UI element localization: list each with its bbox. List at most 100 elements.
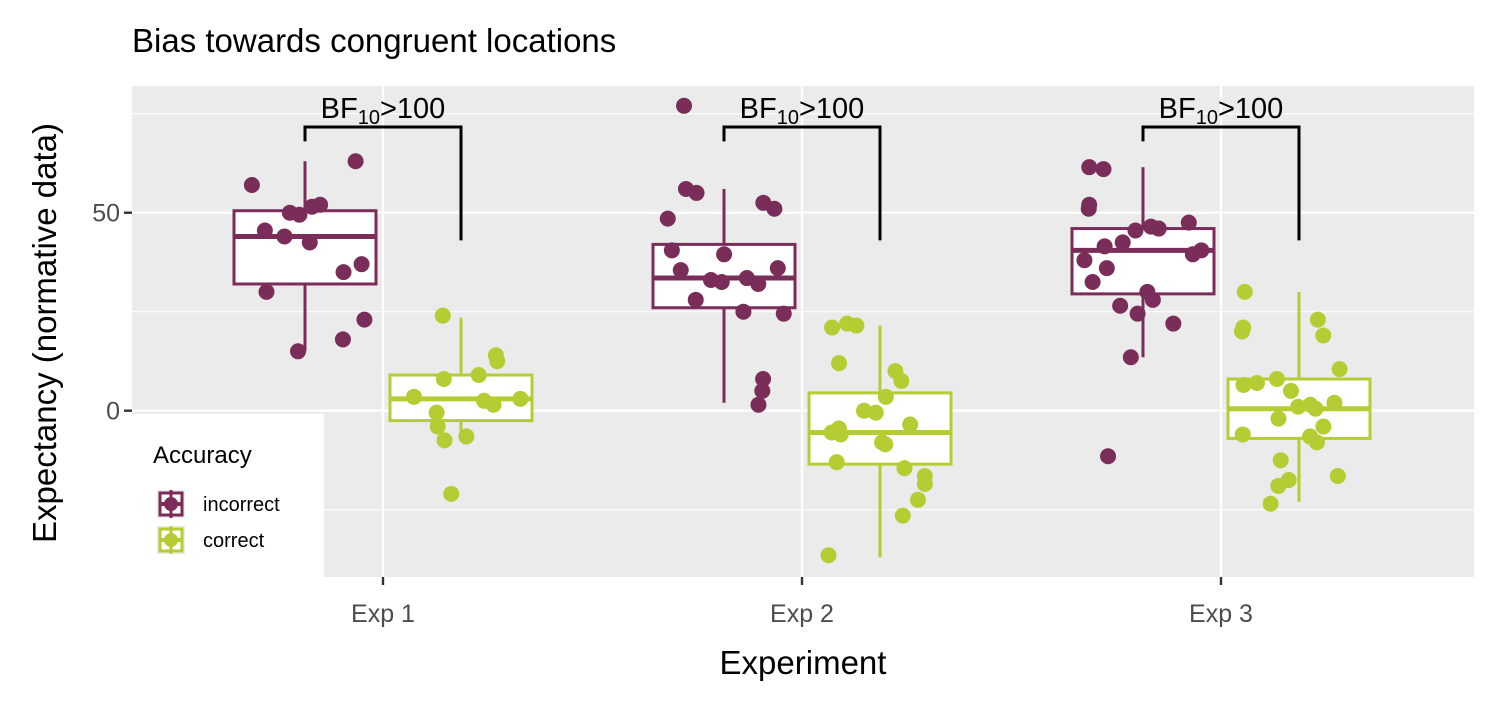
x-tick-label: Exp 2: [770, 600, 834, 628]
data-point-incorrect: [1180, 214, 1197, 231]
data-point-incorrect: [687, 291, 704, 308]
data-point-correct: [1282, 382, 1299, 399]
legend-key-incorrect: [157, 490, 185, 518]
data-point-correct: [429, 418, 446, 435]
bf-annotation: BF10>100: [722, 93, 882, 241]
data-point-correct: [1262, 495, 1279, 512]
data-point-incorrect: [769, 260, 786, 277]
data-point-correct: [916, 475, 933, 492]
data-point-correct: [1329, 468, 1346, 485]
data-point-incorrect: [1084, 274, 1101, 291]
data-point-correct: [485, 396, 502, 413]
legend-background: [122, 414, 324, 580]
data-point-correct: [1308, 434, 1325, 451]
data-point-incorrect: [1080, 200, 1097, 217]
data-point-correct: [1326, 394, 1343, 411]
data-point-correct: [1331, 361, 1348, 378]
data-point-correct: [436, 432, 453, 449]
data-point-correct: [856, 402, 873, 419]
data-point-correct: [434, 307, 451, 324]
data-point-correct: [489, 353, 506, 370]
data-point-incorrect: [276, 228, 293, 245]
box-incorrect: [232, 161, 378, 352]
legend-label-correct: correct: [203, 530, 265, 552]
data-point-incorrect: [1114, 234, 1131, 251]
data-point-correct: [1272, 452, 1289, 469]
bf-bracket: [1141, 125, 1301, 241]
data-point-incorrect: [1127, 222, 1144, 239]
y-tick-label: 50: [92, 200, 120, 228]
data-point-incorrect: [716, 246, 733, 263]
data-point-incorrect: [1112, 297, 1129, 314]
data-point-incorrect: [713, 274, 730, 291]
data-point-incorrect: [766, 200, 783, 217]
data-point-incorrect: [1100, 448, 1117, 465]
data-point-incorrect: [750, 275, 767, 292]
data-point-incorrect: [347, 153, 364, 170]
data-point-correct: [877, 388, 894, 405]
data-point-incorrect: [775, 305, 792, 322]
data-point-correct: [1236, 283, 1253, 300]
bf-bracket: [303, 125, 463, 241]
axis-layer: 0 50 Exp 1 Exp 2 Exp 3: [92, 200, 1253, 628]
data-point-correct: [1315, 327, 1332, 344]
data-point-incorrect: [1081, 159, 1098, 176]
data-point-correct: [848, 317, 865, 334]
data-point-correct: [1235, 376, 1252, 393]
data-point-incorrect: [356, 311, 373, 328]
data-point-correct: [458, 428, 475, 445]
data-point-incorrect: [663, 242, 680, 259]
data-point-correct: [1248, 374, 1265, 391]
data-point-incorrect: [1144, 291, 1161, 308]
chart-title: Bias towards congruent locations: [132, 22, 616, 59]
data-point-incorrect: [335, 264, 352, 281]
data-point-correct: [1234, 426, 1251, 443]
data-point-incorrect: [1150, 220, 1167, 237]
bf-label: BF10>100: [321, 93, 446, 129]
data-point-incorrect: [1122, 349, 1139, 366]
bf-bracket: [722, 125, 882, 241]
legend-key-point: [164, 533, 178, 547]
data-point-incorrect: [258, 283, 275, 300]
data-point-incorrect: [1129, 305, 1146, 322]
data-point-incorrect: [672, 262, 689, 279]
data-point-incorrect: [1096, 238, 1113, 255]
y-tick-label: 0: [106, 398, 120, 426]
data-point-incorrect: [1098, 260, 1115, 277]
data-point-correct: [470, 367, 487, 384]
x-tick-label: Exp 3: [1189, 600, 1253, 628]
data-point-incorrect: [1095, 161, 1112, 178]
data-point-correct: [512, 390, 529, 407]
data-point-correct: [820, 547, 837, 564]
data-point-incorrect: [1165, 315, 1182, 332]
data-point-correct: [1270, 477, 1287, 494]
data-point-correct: [1307, 400, 1324, 417]
data-point-incorrect: [1184, 246, 1201, 263]
data-point-incorrect: [754, 382, 771, 399]
data-point-correct: [1268, 371, 1285, 388]
data-point-correct: [909, 491, 926, 508]
data-point-correct: [1233, 323, 1250, 340]
data-point-incorrect: [659, 210, 676, 227]
y-axis-title: Expectancy (normative data): [26, 123, 63, 543]
data-point-correct: [902, 416, 919, 433]
data-point-correct: [1315, 418, 1332, 435]
data-point-correct: [435, 371, 452, 388]
data-point-correct: [894, 507, 911, 524]
data-point-correct: [405, 388, 422, 405]
bf-annotation: BF10>100: [1141, 93, 1301, 241]
data-point-correct: [877, 436, 894, 453]
data-point-correct: [1290, 398, 1307, 415]
data-point-correct: [428, 404, 445, 421]
legend-key-point: [164, 497, 178, 511]
data-point-correct: [824, 319, 841, 336]
legend-title: Accuracy: [153, 442, 252, 469]
data-point-incorrect: [353, 256, 370, 273]
data-point-correct: [828, 454, 845, 471]
data-point-incorrect: [291, 206, 308, 223]
data-point-incorrect: [290, 343, 307, 360]
data-point-incorrect: [312, 196, 329, 213]
data-point-incorrect: [750, 396, 767, 413]
x-tick-label: Exp 1: [351, 600, 415, 628]
bf-label: BF10>100: [740, 93, 865, 129]
